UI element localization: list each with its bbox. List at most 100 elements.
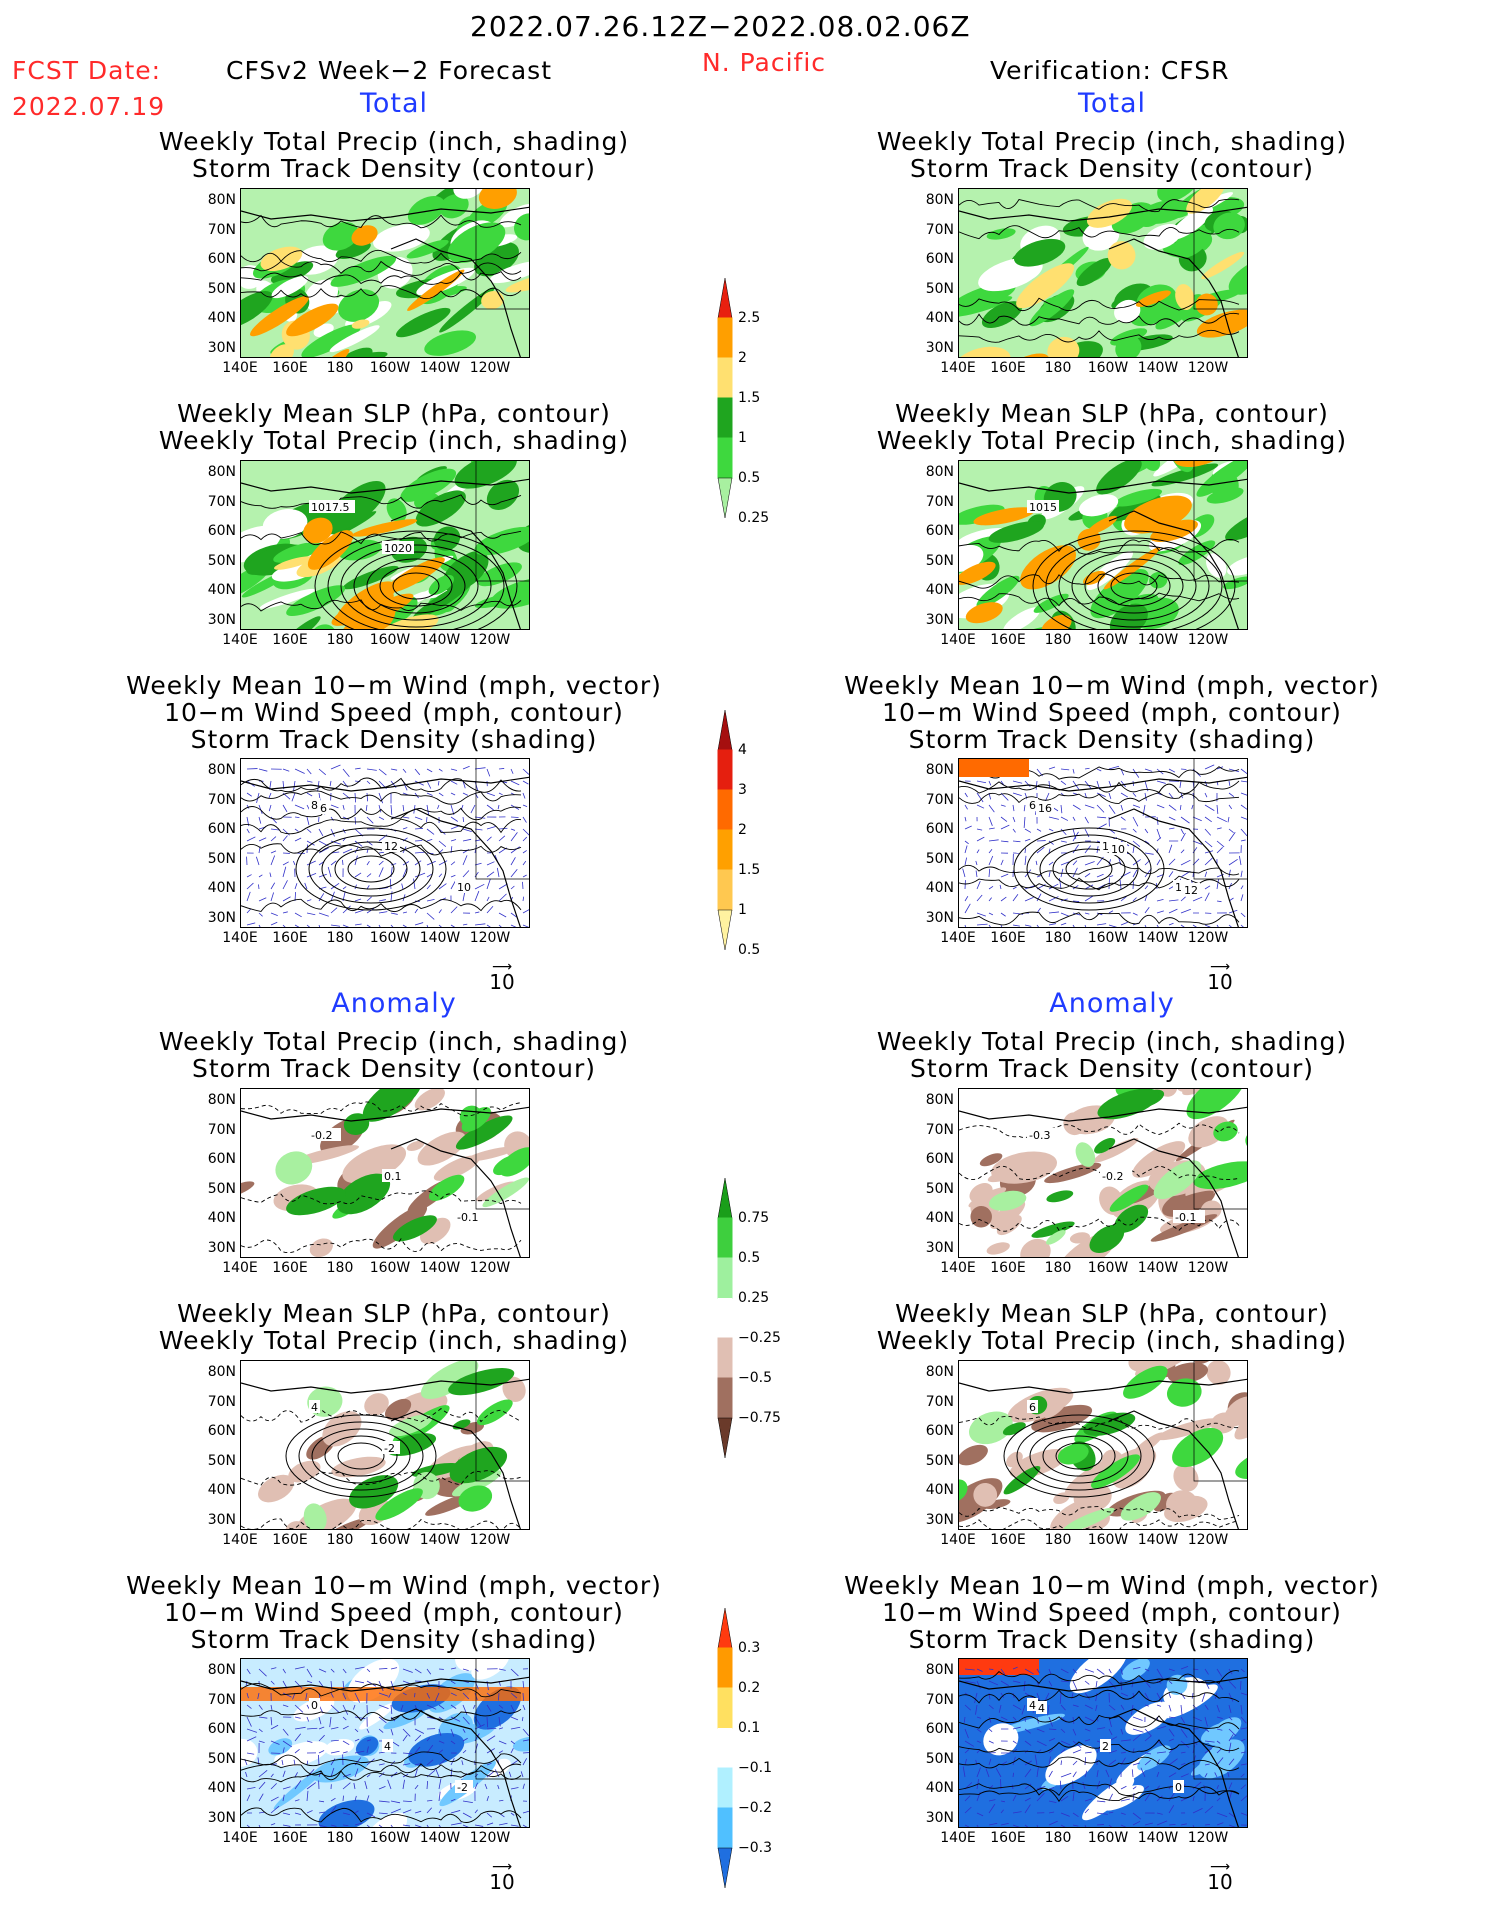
wind-vector (1084, 1692, 1091, 1700)
lat-tick-label: 40N (925, 310, 954, 326)
contour-label-bg (455, 1780, 473, 1793)
wind-vector (486, 804, 494, 811)
wind-vector (354, 1666, 365, 1670)
wind-vector (1108, 1750, 1117, 1754)
colorbar-anom-precip: 0.750.50.25−0.25−0.5−0.75 (717, 1177, 780, 1458)
shading-blob (439, 194, 469, 219)
wind-vector (1132, 840, 1141, 848)
wind-vector (522, 804, 528, 807)
wind-vector (988, 1668, 994, 1670)
shading-blob (1107, 241, 1136, 270)
wind-vector (294, 1704, 304, 1713)
wind-vector (342, 1751, 348, 1754)
lat-tick-label: 70N (207, 1691, 236, 1708)
contour-label: 1015 (1029, 501, 1057, 514)
shading-blob (968, 1411, 1013, 1445)
contour-line (959, 1519, 1240, 1529)
contour-line (959, 592, 1240, 607)
wind-vector (1108, 910, 1114, 914)
contour-label-bg (1036, 1701, 1047, 1714)
wind-vector (450, 1692, 457, 1697)
wind-vector (1228, 828, 1234, 834)
wind-vector (522, 1739, 529, 1742)
wind-vector (438, 1758, 447, 1766)
wind-vector (1108, 765, 1120, 770)
shading-blob (1143, 224, 1182, 250)
lat-tick-label: 60N (925, 821, 954, 837)
wind-vector (1240, 1812, 1247, 1816)
boundary-line (1193, 759, 1247, 880)
wind-vector (1096, 923, 1107, 926)
wind-vector (1036, 893, 1042, 902)
lon-tick-label: 140E (940, 1830, 976, 1846)
wind-vector (342, 905, 351, 914)
coastline (1108, 1410, 1239, 1529)
lon-tick-label: 160W (369, 1260, 411, 1276)
wind-vector (291, 792, 296, 802)
wind-vector (1012, 1756, 1016, 1766)
wind-vector (402, 868, 408, 878)
contour-line (959, 792, 1240, 804)
contour-label: 16 (1038, 802, 1052, 815)
wind-vector (366, 1824, 370, 1827)
wind-vector (414, 768, 421, 776)
wind-vector (1095, 1692, 1098, 1702)
wind-vector (1120, 1704, 1125, 1710)
wind-vector (1144, 1735, 1152, 1742)
wind-vector (976, 792, 984, 803)
wind-vector (1168, 1758, 1178, 1766)
wind-vector (1048, 1716, 1053, 1727)
wind-vector (498, 835, 506, 842)
shading-blob (273, 542, 322, 563)
colorbar-tick-label: 0.2 (738, 1680, 760, 1696)
wind-vector (1120, 1785, 1127, 1790)
anomaly-heading-right: Anomaly (1049, 988, 1175, 1019)
wind-vector (378, 1668, 388, 1670)
wind-vector (354, 846, 359, 854)
wind-vector (1084, 884, 1094, 890)
wind-vector (510, 912, 517, 918)
wind-vector (378, 1704, 389, 1710)
wind-vector (402, 1800, 412, 1802)
wind-vector (294, 1666, 305, 1670)
lat-tick-label: 60N (925, 1423, 954, 1439)
contour-line (1039, 841, 1139, 897)
colorbar-swatch (717, 1377, 733, 1419)
wind-vector (402, 1752, 413, 1755)
wind-vector (450, 792, 456, 796)
wind-vector (976, 780, 987, 784)
wind-vector (1108, 780, 1112, 787)
wind-vector (498, 1704, 504, 1709)
wind-vector (496, 867, 500, 878)
wind-vector (1228, 804, 1233, 810)
shading-blob (1114, 488, 1163, 507)
fcst-date-label: FCST Date: (12, 56, 162, 85)
wind-vector (498, 883, 508, 890)
wind-vector (988, 816, 993, 826)
wind-vector (1156, 1785, 1160, 1790)
wind-vector (474, 792, 479, 799)
wind-vector (258, 1781, 266, 1790)
contour-line (959, 1739, 1240, 1754)
wind-vector (1036, 1668, 1040, 1674)
wind-vector (1204, 1740, 1215, 1743)
wind-vector (366, 768, 377, 771)
wind-vector (1120, 804, 1124, 811)
contour-line (1029, 1428, 1129, 1484)
shading-blob (1044, 1162, 1102, 1184)
wind-vector (402, 1668, 413, 1673)
coastline (1108, 510, 1239, 629)
contour-label-bg (1173, 1210, 1205, 1223)
shading-blob (439, 287, 495, 333)
shading-blob (384, 1398, 412, 1420)
wind-vector (246, 1794, 251, 1802)
wind-vector (1084, 873, 1091, 878)
shading-blob (1075, 1142, 1096, 1167)
wind-vector (366, 1795, 370, 1802)
wind-vector (378, 924, 381, 927)
wind-vector (414, 860, 422, 866)
wind-vector (282, 866, 287, 878)
wind-vector (976, 881, 981, 890)
wind-vector (1024, 1728, 1031, 1734)
shading-blob (1172, 224, 1212, 259)
